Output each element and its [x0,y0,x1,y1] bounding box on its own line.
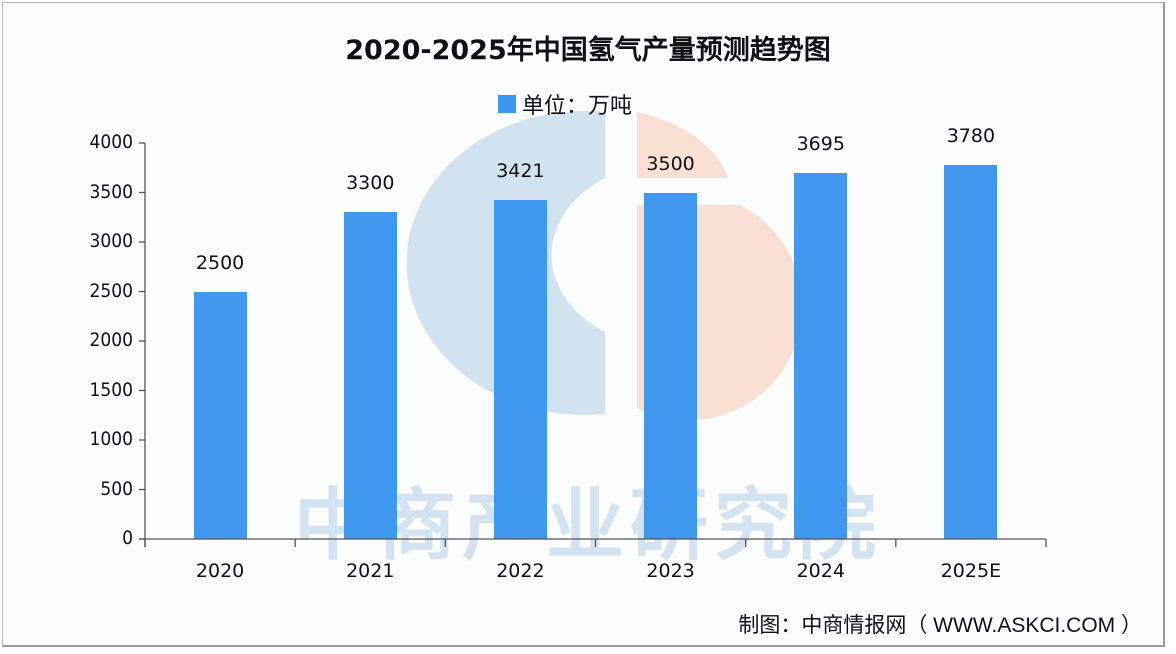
legend: 单位：万吨 [498,90,633,119]
bar-value-label: 3780 [946,124,996,147]
chart-title: 2020-2025年中国氢气产量预测趋势图 [345,35,831,66]
bar-2025E [944,164,998,539]
legend-swatch-icon [498,95,516,113]
y-tick-label: 4000 [89,131,134,153]
y-tick-label: 1500 [89,378,134,401]
y-tick-label: 1000 [89,428,134,450]
bar-2021 [343,212,397,539]
bar-2023 [644,192,698,539]
bar-value-label: 2500 [195,251,245,274]
y-tick-label: 500 [100,477,133,500]
x-tick-label: 2021 [346,560,395,582]
bar-2024 [794,173,848,539]
x-tick-label: 2025E [940,560,1002,582]
y-tick-label: 2500 [89,279,134,302]
bar-2022 [493,200,547,539]
x-tick-label: 2024 [796,560,845,582]
x-tick-label: 2020 [195,560,245,582]
y-tick-label: 3000 [89,230,134,252]
x-tick-label: 2023 [646,560,695,582]
legend-label: 单位：万吨 [522,94,633,119]
bar-value-label: 3500 [646,152,695,175]
y-tick-label: 2000 [89,329,134,351]
bar-value-label: 3300 [346,172,395,195]
y-tick-label: 3500 [89,180,134,203]
bar-value-label: 3421 [496,160,545,183]
bar-value-label: 3695 [796,133,845,156]
source-credit: 制图：中商情报网（ WWW.ASKCI.COM ） [738,614,1142,637]
y-tick-label: 0 [122,527,133,549]
x-tick-label: 2022 [496,560,545,582]
bar-2020 [193,291,247,539]
